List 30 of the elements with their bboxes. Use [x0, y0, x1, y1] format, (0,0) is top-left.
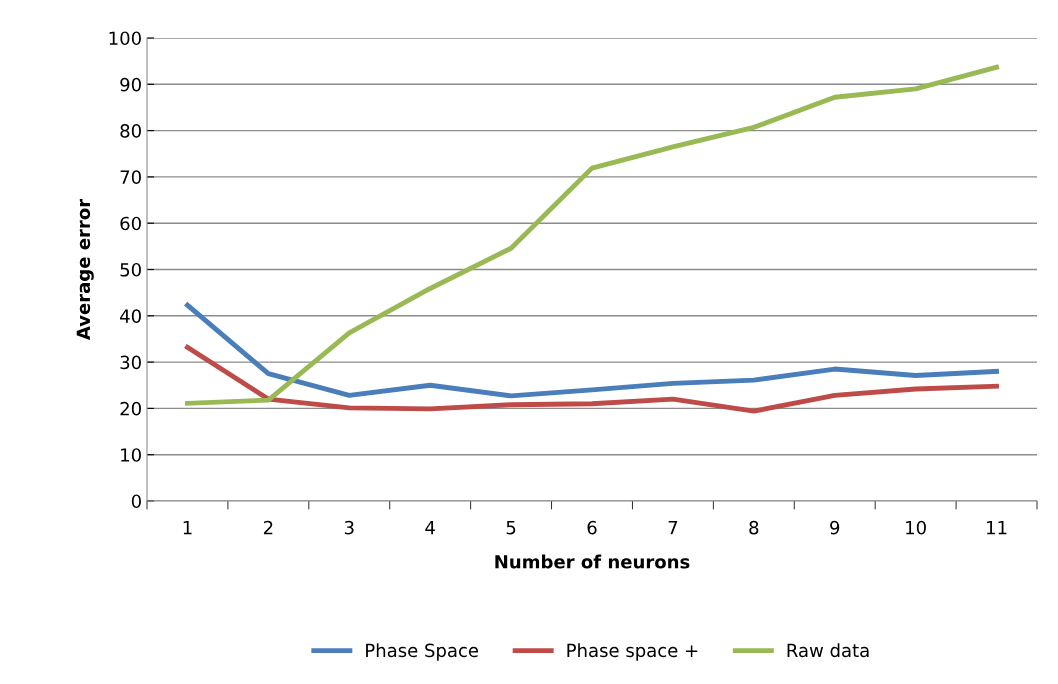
x-tick-label: 7 [668, 521, 678, 535]
x-tick-label: 11 [987, 521, 1007, 535]
y-tick-label: 10 [121, 448, 141, 462]
legend-label: Phase Space [366, 643, 479, 661]
x-axis-title: Number of neurons [495, 554, 690, 569]
line-series [185, 302, 999, 399]
legend-label: Phase space + [567, 643, 698, 661]
legend-label: Raw data [787, 643, 869, 658]
y-tick-label: 80 [120, 124, 141, 138]
y-tick-label: 20 [120, 401, 141, 416]
y-tick-label: 100 [109, 31, 141, 46]
y-tick-label: 70 [120, 170, 141, 185]
y-tick-label: 40 [120, 309, 141, 323]
x-tick-label: 3 [344, 520, 354, 535]
y-tick-label: 90 [120, 77, 141, 92]
line-series [185, 64, 999, 406]
y-axis-title: Average error [76, 198, 94, 341]
y-tick-label: 50 [120, 262, 141, 277]
x-tick-label: 6 [587, 520, 597, 535]
x-tick-label: 8 [749, 520, 759, 535]
x-tick-label: 1 [183, 521, 192, 535]
x-tick-label: 2 [263, 520, 273, 535]
line-series [185, 344, 999, 414]
x-tick-label: 4 [425, 521, 435, 535]
x-tick-label: 9 [830, 520, 840, 535]
x-tick-label: 5 [506, 521, 516, 535]
x-tick-label: 10 [906, 520, 926, 535]
y-tick-label: 0 [131, 494, 141, 509]
y-tick-label: 60 [120, 216, 141, 231]
y-tick-label: 30 [120, 355, 141, 370]
